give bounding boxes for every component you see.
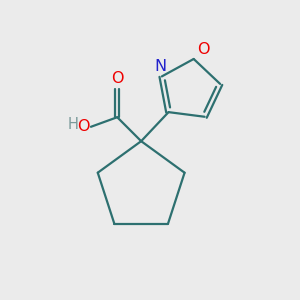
Text: N: N	[154, 59, 167, 74]
Text: O: O	[196, 42, 209, 57]
Text: O: O	[111, 71, 124, 86]
Text: O: O	[77, 119, 89, 134]
Text: H: H	[67, 117, 78, 132]
